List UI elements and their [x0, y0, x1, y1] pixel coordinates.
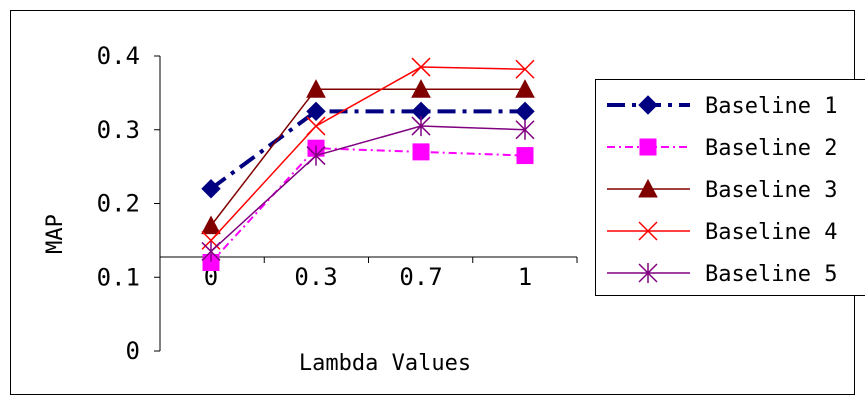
- legend-swatch-marker: [638, 95, 658, 115]
- legend-label: Baseline 2: [705, 136, 837, 161]
- data-point: [411, 116, 431, 137]
- legend-item: Baseline 1: [607, 94, 837, 119]
- series-line: [210, 125, 526, 252]
- data-point: [515, 101, 535, 122]
- data-point: [412, 143, 430, 161]
- legend-label: Baseline 5: [705, 262, 837, 287]
- y-tick-label: 0.2: [97, 190, 140, 218]
- legend-item: Baseline 4: [607, 220, 837, 245]
- series-line: [210, 66, 526, 241]
- data-point: [306, 79, 326, 98]
- data-point: [306, 145, 326, 166]
- legend-item: Baseline 3: [607, 178, 837, 203]
- series-5: [201, 116, 535, 262]
- legend-label: Baseline 3: [705, 178, 837, 203]
- series-3: [201, 79, 535, 235]
- data-point: [515, 59, 535, 79]
- legend-swatch-marker: [639, 138, 657, 156]
- legend-label: Baseline 4: [705, 220, 837, 245]
- legend-item: Baseline 5: [607, 262, 837, 287]
- data-point: [201, 215, 221, 235]
- data-point: [515, 119, 535, 140]
- data-point: [306, 101, 326, 122]
- data-point: [306, 116, 326, 136]
- series-line: [209, 109, 525, 191]
- legend-box: [595, 79, 865, 296]
- legend-swatch-marker: [638, 221, 658, 241]
- y-axis-ticks: 0 0.1 0.2 0.3 0.4: [97, 42, 160, 365]
- series-layer: [201, 57, 535, 271]
- legend-swatch-marker: [638, 263, 658, 283]
- legend-swatch-marker: [638, 178, 658, 198]
- y-tick-label: 0: [126, 337, 140, 365]
- data-point: [411, 57, 431, 77]
- data-point: [516, 147, 534, 165]
- data-point: [515, 79, 535, 98]
- series-line: [210, 88, 525, 227]
- y-tick-label: 0.4: [97, 42, 140, 70]
- legend-label: Baseline 1: [705, 94, 837, 119]
- series-1: [201, 101, 535, 199]
- series-4: [201, 57, 535, 250]
- x-axis-title: Lambda Values: [299, 351, 471, 376]
- x-tick-label: 1: [518, 263, 532, 291]
- y-tick-label: 0.1: [97, 263, 140, 291]
- legend: Baseline 1 Baseline 2 Baseline 3 Baseline 4…: [595, 79, 865, 296]
- data-point: [411, 79, 431, 98]
- data-point: [201, 241, 221, 262]
- legend-item: Baseline 2: [607, 136, 837, 161]
- x-tick-label: 0.7: [399, 263, 442, 291]
- data-point: [201, 179, 221, 199]
- y-axis-title: MAP: [43, 214, 68, 254]
- y-tick-label: 0.3: [97, 116, 140, 144]
- x-axis-ticks: 0 0.3 0.7 1: [159, 257, 578, 291]
- series-line: [210, 147, 526, 264]
- x-tick-label: 0.3: [294, 263, 337, 291]
